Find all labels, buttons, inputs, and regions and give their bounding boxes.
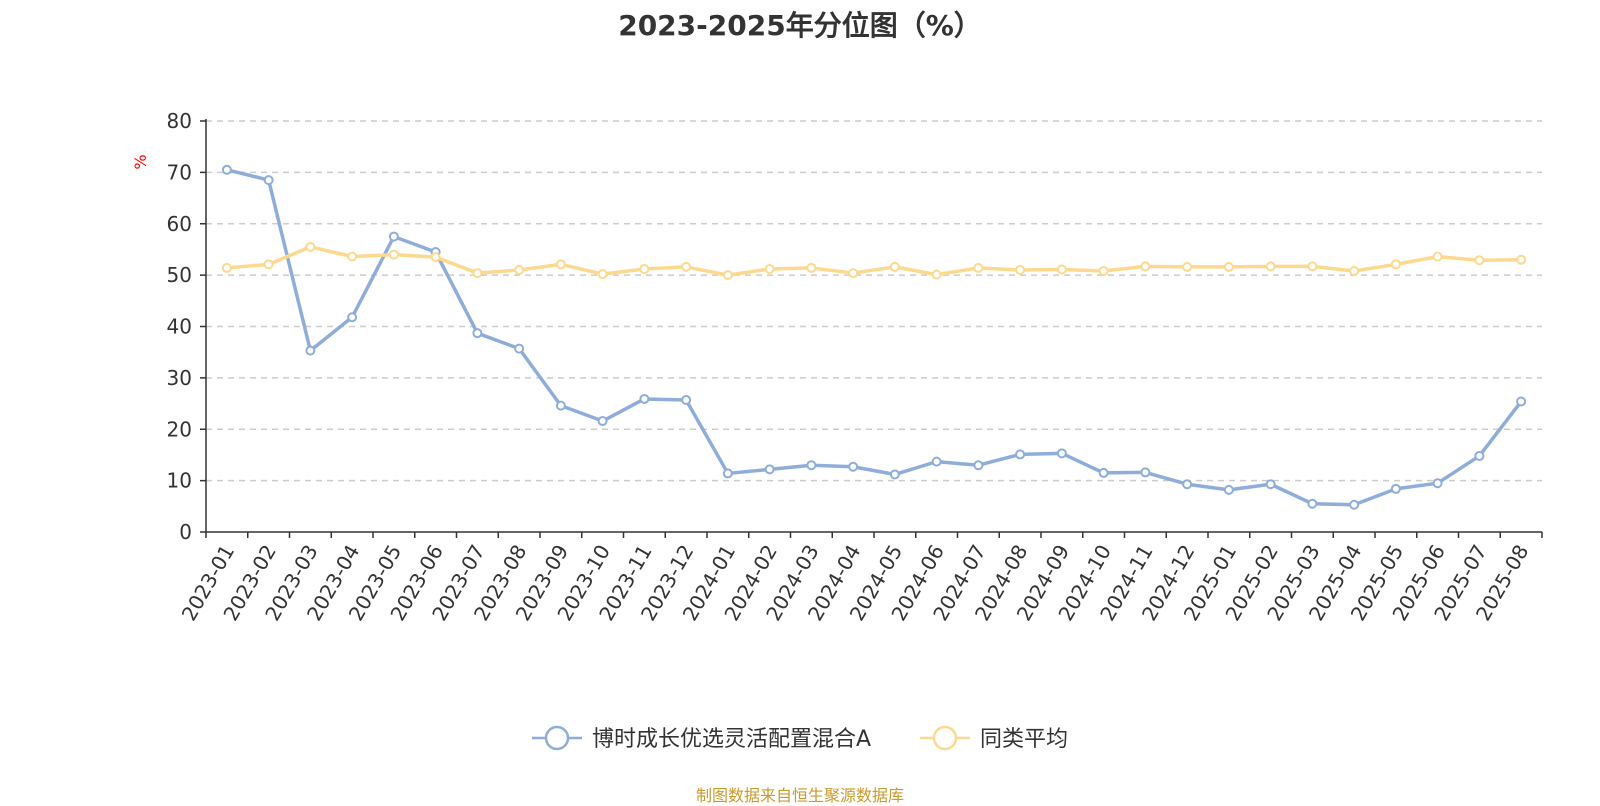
data-point — [305, 241, 316, 252]
series-layer — [221, 164, 1527, 510]
data-point — [806, 262, 817, 273]
data-point — [639, 393, 650, 404]
data-point — [639, 263, 650, 274]
data-point — [1432, 251, 1443, 262]
y-tick-label: 0 — [179, 520, 192, 544]
data-point — [1182, 479, 1193, 490]
data-point — [848, 268, 859, 279]
data-point — [1098, 467, 1109, 478]
data-point — [388, 249, 399, 260]
data-point — [722, 468, 733, 479]
data-point — [889, 469, 900, 480]
data-point — [764, 263, 775, 274]
data-point — [1390, 483, 1401, 494]
data-point — [555, 400, 566, 411]
data-point — [263, 259, 274, 270]
series-line — [225, 245, 1523, 277]
data-point — [1182, 261, 1193, 272]
y-axis-unit-label: % — [131, 154, 150, 169]
data-point — [472, 328, 483, 339]
data-point — [430, 252, 441, 263]
series-line — [225, 168, 1523, 507]
data-point — [681, 261, 692, 272]
data-point — [347, 312, 358, 323]
data-point — [1140, 467, 1151, 478]
data-point — [973, 460, 984, 471]
data-point — [1265, 261, 1276, 272]
data-point — [1223, 261, 1234, 272]
source-note: 制图数据来自恒生聚源数据库 — [695, 786, 904, 805]
data-point — [472, 268, 483, 279]
data-point — [889, 261, 900, 272]
y-tick-label: 60 — [167, 212, 192, 236]
legend-marker-icon — [932, 725, 958, 751]
data-point — [931, 269, 942, 280]
series-category-average — [221, 241, 1527, 281]
data-point — [1390, 259, 1401, 270]
data-point — [1474, 255, 1485, 266]
data-point — [1432, 478, 1443, 489]
y-tick-label: 50 — [167, 263, 192, 287]
legend-label: 博时成长优选灵活配置混合A — [592, 727, 871, 752]
y-tick-label: 70 — [167, 160, 192, 184]
data-point — [221, 164, 232, 175]
data-point — [931, 456, 942, 467]
legend-item-category-average[interactable]: 同类平均 — [920, 725, 1068, 752]
legend-marker-icon — [544, 725, 570, 751]
data-point — [1307, 498, 1318, 509]
data-point — [514, 343, 525, 354]
data-point — [806, 460, 817, 471]
data-point — [1265, 479, 1276, 490]
data-point — [1098, 266, 1109, 277]
data-point — [722, 270, 733, 281]
data-point — [221, 262, 232, 273]
data-point — [388, 231, 399, 242]
data-point — [1140, 261, 1151, 272]
y-tick-label: 10 — [167, 469, 192, 493]
data-point — [555, 259, 566, 270]
data-point — [1056, 264, 1067, 275]
axes: 010203040506070802023-012023-022023-0320… — [167, 109, 1543, 625]
legend-item-fund[interactable]: 博时成长优选灵活配置混合A — [532, 725, 871, 752]
data-point — [973, 262, 984, 273]
data-point — [1307, 261, 1318, 272]
y-tick-label: 30 — [167, 366, 192, 390]
data-point — [848, 461, 859, 472]
data-point — [1474, 450, 1485, 461]
y-tick-label: 80 — [167, 109, 192, 133]
data-point — [1516, 254, 1527, 265]
data-point — [1015, 449, 1026, 460]
data-point — [764, 464, 775, 475]
grid-lines — [206, 120, 1542, 482]
data-point — [1349, 266, 1360, 277]
legend[interactable]: 博时成长优选灵活配置混合A 同类平均 — [532, 725, 1068, 752]
series-fund — [221, 164, 1527, 510]
data-point — [347, 251, 358, 262]
chart-title: 2023-2025年分位图（%） — [618, 9, 982, 42]
data-point — [597, 269, 608, 280]
y-tick-label: 40 — [167, 315, 192, 339]
data-point — [263, 175, 274, 186]
data-point — [681, 394, 692, 405]
data-point — [1223, 484, 1234, 495]
data-point — [1516, 396, 1527, 407]
data-point — [514, 264, 525, 275]
data-point — [1056, 448, 1067, 459]
data-point — [305, 345, 316, 356]
y-tick-label: 20 — [167, 417, 192, 441]
data-point — [1349, 499, 1360, 510]
legend-label: 同类平均 — [980, 727, 1068, 752]
data-point — [597, 416, 608, 427]
data-point — [1015, 264, 1026, 275]
